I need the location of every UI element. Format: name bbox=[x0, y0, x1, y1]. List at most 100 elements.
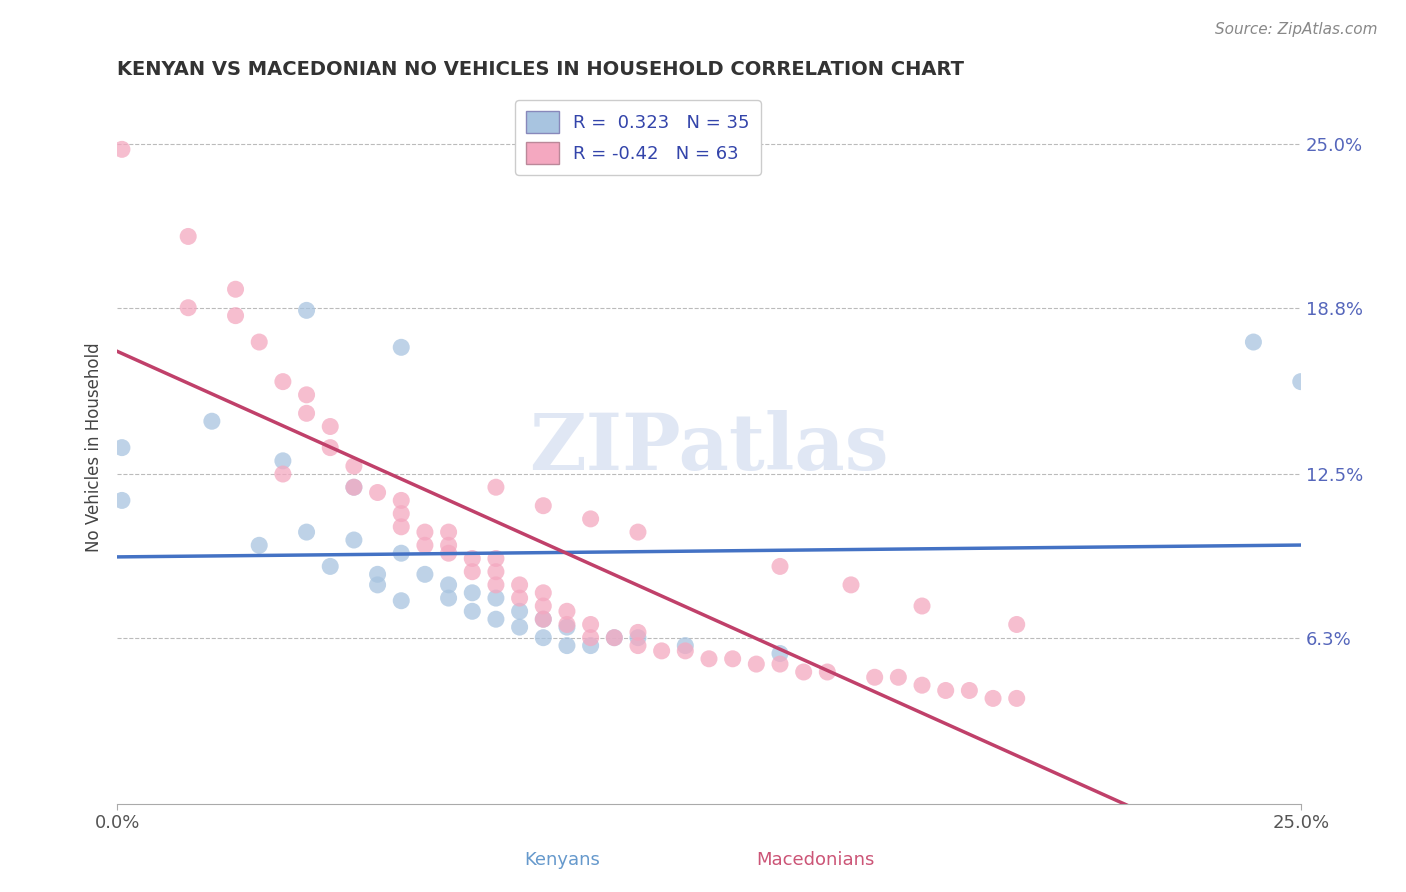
Point bbox=[247, 334, 270, 349]
Point bbox=[911, 678, 934, 692]
Point bbox=[509, 591, 531, 606]
Point bbox=[437, 591, 460, 606]
Point bbox=[111, 493, 134, 508]
Text: Macedonians: Macedonians bbox=[756, 851, 875, 869]
Point bbox=[437, 578, 460, 592]
Point bbox=[769, 647, 792, 661]
Point bbox=[555, 617, 578, 632]
Point bbox=[367, 578, 389, 592]
Point bbox=[319, 419, 342, 434]
Point bbox=[177, 229, 200, 244]
Point bbox=[531, 599, 554, 613]
Point bbox=[579, 617, 602, 632]
Point bbox=[485, 578, 508, 592]
Point bbox=[343, 533, 366, 547]
Point bbox=[935, 683, 957, 698]
Point bbox=[627, 639, 650, 653]
Point bbox=[485, 480, 508, 494]
Point bbox=[745, 657, 768, 671]
Point bbox=[389, 520, 412, 534]
Point bbox=[981, 691, 1004, 706]
Point bbox=[177, 301, 200, 315]
Point bbox=[603, 631, 626, 645]
Point bbox=[1289, 375, 1312, 389]
Point bbox=[343, 459, 366, 474]
Point bbox=[461, 551, 484, 566]
Point bbox=[555, 639, 578, 653]
Y-axis label: No Vehicles in Household: No Vehicles in Household bbox=[86, 343, 103, 552]
Point bbox=[295, 525, 318, 540]
Text: Kenyans: Kenyans bbox=[524, 851, 600, 869]
Point bbox=[225, 309, 247, 323]
Legend: R =  0.323   N = 35, R = -0.42   N = 63: R = 0.323 N = 35, R = -0.42 N = 63 bbox=[516, 100, 761, 175]
Point bbox=[319, 559, 342, 574]
Point bbox=[295, 406, 318, 420]
Point bbox=[531, 612, 554, 626]
Point bbox=[673, 639, 696, 653]
Text: ZIPatlas: ZIPatlas bbox=[529, 409, 889, 485]
Point bbox=[437, 525, 460, 540]
Point bbox=[461, 565, 484, 579]
Point bbox=[579, 512, 602, 526]
Point bbox=[531, 499, 554, 513]
Point bbox=[721, 652, 744, 666]
Point bbox=[627, 631, 650, 645]
Point bbox=[509, 604, 531, 618]
Point bbox=[201, 414, 224, 428]
Point bbox=[815, 665, 838, 679]
Point bbox=[295, 303, 318, 318]
Point bbox=[697, 652, 720, 666]
Point bbox=[673, 644, 696, 658]
Point bbox=[1005, 617, 1028, 632]
Point bbox=[367, 567, 389, 582]
Point bbox=[389, 546, 412, 560]
Point bbox=[461, 586, 484, 600]
Point bbox=[343, 480, 366, 494]
Point bbox=[769, 559, 792, 574]
Point bbox=[225, 282, 247, 296]
Point bbox=[531, 631, 554, 645]
Point bbox=[389, 493, 412, 508]
Point bbox=[509, 578, 531, 592]
Point bbox=[111, 142, 134, 156]
Point bbox=[437, 538, 460, 552]
Point bbox=[911, 599, 934, 613]
Point bbox=[367, 485, 389, 500]
Point bbox=[1005, 691, 1028, 706]
Point bbox=[555, 620, 578, 634]
Point bbox=[247, 538, 270, 552]
Point bbox=[485, 565, 508, 579]
Point bbox=[413, 567, 436, 582]
Point bbox=[389, 507, 412, 521]
Point bbox=[485, 612, 508, 626]
Point bbox=[579, 631, 602, 645]
Point bbox=[651, 644, 673, 658]
Text: Source: ZipAtlas.com: Source: ZipAtlas.com bbox=[1215, 22, 1378, 37]
Point bbox=[627, 625, 650, 640]
Point bbox=[295, 388, 318, 402]
Point bbox=[271, 467, 294, 481]
Point bbox=[957, 683, 980, 698]
Point bbox=[389, 340, 412, 354]
Point bbox=[413, 525, 436, 540]
Point bbox=[413, 538, 436, 552]
Point bbox=[579, 639, 602, 653]
Point bbox=[839, 578, 862, 592]
Point bbox=[271, 454, 294, 468]
Point bbox=[863, 670, 886, 684]
Point bbox=[343, 480, 366, 494]
Point bbox=[887, 670, 910, 684]
Point bbox=[531, 586, 554, 600]
Point bbox=[555, 604, 578, 618]
Point bbox=[485, 591, 508, 606]
Point bbox=[461, 604, 484, 618]
Point bbox=[111, 441, 134, 455]
Point bbox=[319, 441, 342, 455]
Point bbox=[769, 657, 792, 671]
Point bbox=[1241, 334, 1264, 349]
Point bbox=[793, 665, 815, 679]
Point bbox=[509, 620, 531, 634]
Point bbox=[437, 546, 460, 560]
Point bbox=[271, 375, 294, 389]
Point bbox=[485, 551, 508, 566]
